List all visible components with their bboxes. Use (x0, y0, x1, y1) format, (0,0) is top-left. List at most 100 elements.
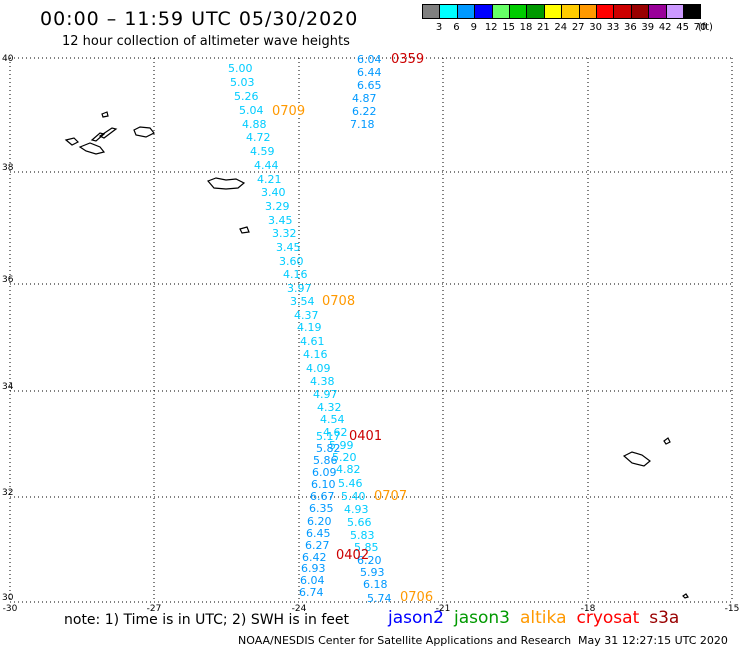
island-outline (206, 177, 246, 190)
wave-height-label: 6.65 (357, 79, 382, 92)
island-outline (78, 142, 106, 155)
mission-label: cryosat (576, 608, 640, 628)
island-outline (663, 437, 671, 445)
wave-height-label: 3.45 (276, 241, 301, 254)
wave-height-label: 4.93 (344, 503, 369, 516)
island-outline (64, 137, 80, 146)
legend-bin-label: 18 (519, 22, 533, 33)
wave-height-label: 4.62 (323, 426, 348, 439)
legend-bin-label: 6 (453, 22, 460, 33)
wave-height-label: 4.59 (250, 145, 275, 158)
wave-height-label: 5.99 (329, 439, 354, 452)
wave-height-label: 4.09 (306, 362, 331, 375)
wave-height-label: 6.18 (363, 578, 388, 591)
mission-label: altika (520, 608, 567, 628)
wave-height-label: 6.09 (312, 466, 337, 479)
wave-height-label: 6.42 (302, 551, 327, 564)
wave-height-label: 6.20 (357, 554, 382, 567)
wave-height-label: 5.03 (230, 76, 255, 89)
wave-height-label: 6.04 (300, 574, 325, 587)
wave-height-label: 6.44 (357, 66, 382, 79)
wave-height-label: 6.35 (309, 502, 334, 515)
wave-height-label: 5.26 (234, 90, 259, 103)
wave-height-label: 4.72 (246, 131, 271, 144)
mission-label: jason3 (454, 608, 510, 628)
wave-height-label: 4.82 (336, 463, 361, 476)
pass-time-label: 0359 (391, 52, 424, 67)
credit-line: NOAA/NESDIS Center for Satellite Applica… (238, 634, 572, 647)
wave-height-label: 5.74 (367, 592, 392, 605)
wave-height-label: 4.54 (320, 413, 345, 426)
mission-label: jason2 (388, 608, 444, 628)
wave-height-label: 5.40 (341, 490, 366, 503)
longitude-tick-label: -21 (436, 604, 451, 614)
legend-bin-label: 70 (693, 22, 707, 33)
latitude-tick-label: 38 (2, 163, 14, 173)
page-subtitle: 12 hour collection of altimeter wave hei… (62, 34, 350, 49)
wave-height-label: 6.04 (357, 53, 382, 66)
pass-time-label: 0708 (322, 294, 355, 309)
wave-height-label: 4.37 (294, 309, 319, 322)
wave-height-label: 4.87 (352, 92, 377, 105)
wave-height-label: 5.83 (350, 529, 375, 542)
wave-height-label: 3.54 (290, 295, 315, 308)
pass-time-label: 0709 (272, 104, 305, 119)
latitude-tick-label: 34 (2, 382, 14, 392)
wave-height-label: 5.66 (347, 516, 372, 529)
wave-height-label: 4.44 (254, 159, 279, 172)
island-outline (622, 451, 651, 467)
wave-height-label: 4.61 (300, 335, 325, 348)
island-outline (133, 126, 155, 138)
wave-height-label: 3.45 (268, 214, 293, 227)
wave-height-label: 3.60 (279, 255, 304, 268)
wave-height-label: 3.32 (272, 227, 297, 240)
longitude-tick-label: -27 (147, 604, 162, 614)
wave-height-label: 4.38 (310, 375, 335, 388)
wave-height-label: 6.93 (301, 562, 326, 575)
legend-bin-label: 21 (537, 22, 550, 33)
legend-swatch (683, 4, 702, 19)
longitude-tick-label: -18 (581, 604, 596, 614)
wave-height-label: 5.17 (316, 430, 341, 443)
wave-height-label: 3.40 (261, 186, 286, 199)
page-title: 00:00 – 11:59 UTC 05/30/2020 (40, 8, 359, 30)
island-outline (682, 593, 689, 599)
legend-bin-label: 9 (470, 22, 477, 33)
longitude-tick-label: -24 (292, 604, 307, 614)
pass-time-label: 0707 (374, 489, 407, 504)
map-grid (9, 57, 733, 603)
wave-height-label: 6.74 (299, 586, 324, 599)
wave-height-label: 6.27 (305, 539, 330, 552)
legend-bin-label: 27 (571, 22, 585, 33)
wave-height-label: 6.22 (352, 105, 377, 118)
legend-bin-label: 15 (502, 22, 515, 33)
wave-height-label: 7.18 (350, 118, 375, 131)
wave-height-label: 4.97 (313, 388, 338, 401)
wave-height-color-legend: 3 6 9 12 15 18 21 24 27 30 33 36 39 42 45 70 (ft) (422, 4, 728, 38)
wave-height-label: 5.82 (316, 442, 341, 455)
island-outline (239, 226, 250, 234)
longitude-tick-label: -30 (3, 604, 18, 614)
legend-bin-label: 42 (658, 22, 672, 33)
wave-height-label: 5.46 (338, 477, 363, 490)
wave-height-label: 4.16 (303, 348, 328, 361)
mission-legend: jason2 jason3 altika cryosat s3a (388, 608, 689, 628)
legend-bin-label: 39 (641, 22, 655, 33)
legend-bin-label: 33 (606, 22, 620, 33)
axis-tick-labels: -30 -27 -24 -21 -18 -15 40 38 36 34 32 30 (2, 54, 739, 614)
wave-height-label: 3.29 (265, 200, 290, 213)
latitude-tick-label: 32 (2, 488, 13, 498)
wave-height-label: 4.32 (317, 401, 342, 414)
wave-height-label: 5.85 (354, 541, 379, 554)
legend-bin-label: 30 (589, 22, 602, 33)
legend-unit-label: (ft) (697, 22, 713, 33)
wave-height-label: 4.21 (257, 173, 282, 186)
wave-height-label: 4.19 (297, 321, 322, 334)
wave-height-label: 6.45 (306, 527, 331, 540)
pass-time-label: 0402 (336, 548, 369, 563)
legend-bin-label: 45 (676, 22, 689, 33)
wave-height-label: 5.20 (332, 451, 357, 464)
latitude-tick-label: 30 (2, 593, 14, 603)
